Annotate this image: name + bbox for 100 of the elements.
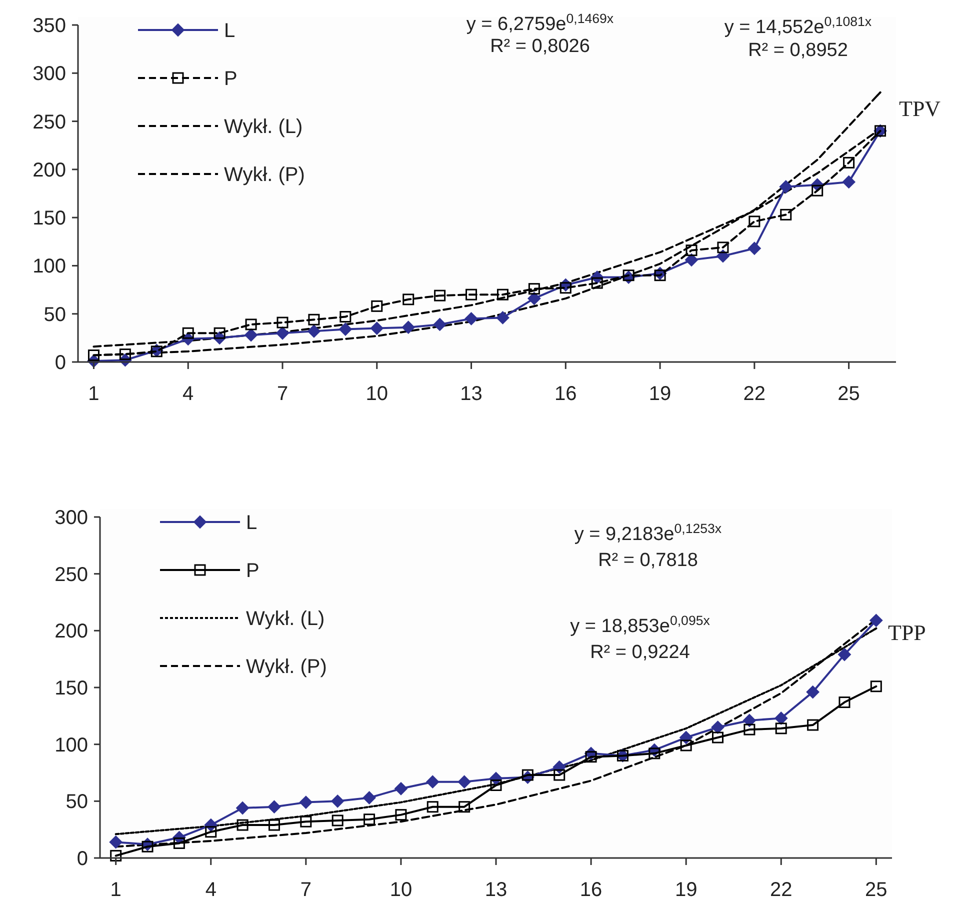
point xyxy=(654,270,666,282)
y-tick-label: 100 xyxy=(32,256,66,278)
annotation: R² = 0,8952 xyxy=(748,40,848,61)
y-tick-label: 250 xyxy=(54,564,88,586)
x-tick-label: 25 xyxy=(865,879,888,901)
point xyxy=(622,270,634,282)
point xyxy=(458,775,471,788)
annotation: R² = 0,8026 xyxy=(490,36,590,57)
x-tick-label: 4 xyxy=(205,879,216,901)
point xyxy=(838,648,851,662)
x-tick-label: 16 xyxy=(580,879,602,901)
point xyxy=(870,614,883,627)
point xyxy=(717,242,729,254)
point xyxy=(364,814,376,826)
point xyxy=(395,809,407,821)
point xyxy=(300,816,312,828)
point xyxy=(402,294,414,306)
legend-label: Wykł. (P) xyxy=(246,656,327,678)
point xyxy=(838,696,850,708)
point xyxy=(182,327,194,339)
point xyxy=(205,826,217,838)
point xyxy=(711,720,724,734)
point xyxy=(680,740,692,752)
point xyxy=(362,791,376,804)
y-tick-label: 150 xyxy=(32,208,66,230)
point xyxy=(748,216,760,228)
annotation: y = 6,2759e$^{0,1469x}$ xyxy=(466,10,614,35)
point xyxy=(109,836,122,849)
x-tick-label: 19 xyxy=(674,879,698,901)
point xyxy=(807,719,819,731)
point xyxy=(812,184,824,196)
point xyxy=(780,208,792,220)
point xyxy=(338,322,352,336)
point xyxy=(426,775,440,788)
point xyxy=(268,800,281,814)
point xyxy=(744,724,756,736)
point xyxy=(426,801,438,813)
point xyxy=(585,751,597,763)
x-tick-label: 10 xyxy=(390,879,412,901)
point xyxy=(490,780,502,792)
point xyxy=(371,300,383,312)
point xyxy=(870,680,882,692)
point xyxy=(370,322,384,335)
x-tick-label: 7 xyxy=(300,879,312,901)
point xyxy=(245,318,257,330)
point xyxy=(842,175,856,188)
x-tick-label: 1 xyxy=(88,383,100,405)
text: TPV xyxy=(899,96,941,121)
point xyxy=(244,328,258,342)
point xyxy=(464,312,478,326)
legend-label: L xyxy=(224,20,236,42)
point xyxy=(685,253,698,266)
point xyxy=(433,318,446,331)
point xyxy=(806,686,820,699)
point xyxy=(779,180,792,194)
point xyxy=(332,814,344,826)
point xyxy=(554,769,566,781)
point xyxy=(458,801,470,813)
point xyxy=(560,282,572,294)
point xyxy=(712,732,724,744)
y-tick-label: 200 xyxy=(32,159,66,182)
point xyxy=(496,311,510,324)
x-tick-label: 19 xyxy=(648,383,672,405)
legend-label: L xyxy=(246,512,258,534)
point xyxy=(307,324,320,338)
point xyxy=(119,348,131,360)
x-tick-label: 16 xyxy=(554,383,577,405)
x-tick-label: 7 xyxy=(276,383,288,405)
point xyxy=(774,712,788,725)
x-tick-label: 10 xyxy=(366,383,388,405)
point xyxy=(742,714,756,727)
point xyxy=(236,819,248,831)
point xyxy=(340,310,352,322)
point xyxy=(276,326,289,340)
point xyxy=(528,292,541,305)
y-tick-label: 350 xyxy=(32,15,66,37)
annotation: y = 14,552e$^{0,1081x}$ xyxy=(724,14,872,38)
y-tick-label: 50 xyxy=(66,791,88,814)
point xyxy=(522,769,534,781)
x-tick-label: 22 xyxy=(743,383,766,405)
x-tick-label: 1 xyxy=(110,879,122,901)
legend-label: Wykł. (L) xyxy=(246,608,325,630)
annotation: TPP xyxy=(888,620,926,645)
point xyxy=(236,801,250,814)
y-tick-label: 200 xyxy=(54,620,88,643)
y-tick-label: 0 xyxy=(76,848,88,870)
legend-label: Wykł. (P) xyxy=(224,164,305,186)
point xyxy=(299,796,312,809)
point xyxy=(528,283,540,295)
point xyxy=(466,288,478,300)
y-tick-label: 150 xyxy=(54,678,88,700)
x-tick-label: 25 xyxy=(838,383,860,405)
y-tick-label: 50 xyxy=(44,304,66,326)
point xyxy=(434,290,446,302)
x-tick-label: 13 xyxy=(460,383,482,405)
legend-label: P xyxy=(246,560,260,582)
point xyxy=(775,722,787,734)
point xyxy=(88,350,100,362)
point xyxy=(591,277,603,289)
point xyxy=(276,316,288,328)
